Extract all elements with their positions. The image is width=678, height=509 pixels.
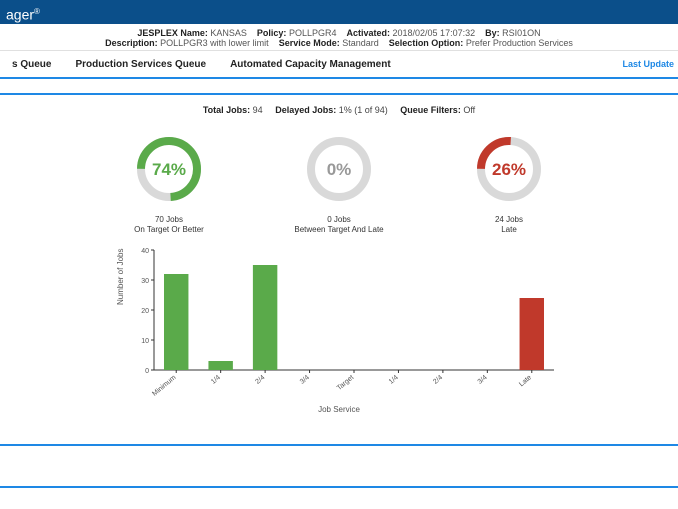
svg-text:3/4: 3/4 xyxy=(299,374,311,386)
stats-summary: Total Jobs: 94 Delayed Jobs: 1% (1 of 94… xyxy=(0,95,678,121)
svg-text:20: 20 xyxy=(141,308,149,315)
svg-text:30: 30 xyxy=(141,278,149,285)
tab-production-services-queue[interactable]: Production Services Queue xyxy=(63,59,218,70)
svg-text:10: 10 xyxy=(141,338,149,345)
svg-text:2/4: 2/4 xyxy=(432,374,444,386)
svg-text:26%: 26% xyxy=(492,160,526,179)
tab-automated-capacity-management[interactable]: Automated Capacity Management xyxy=(218,59,403,70)
svg-text:Target: Target xyxy=(336,374,355,392)
section-divider-1 xyxy=(0,79,678,95)
last-update-link[interactable]: Last Update xyxy=(622,59,674,69)
svg-text:0: 0 xyxy=(145,368,149,375)
gauges-row: 74% 70 JobsOn Target Or Better 0% 0 Jobs… xyxy=(0,121,678,240)
gauge-late: 26% 24 JobsLate xyxy=(454,129,564,236)
gauge-on-target: 74% 70 JobsOn Target Or Better xyxy=(114,129,224,236)
footer-dividers xyxy=(0,426,678,488)
svg-text:Late: Late xyxy=(518,374,533,388)
meta-row-1: JESPLEX Name: KANSAS Policy: POLLPGR4 Ac… xyxy=(0,28,678,38)
svg-text:1/4: 1/4 xyxy=(388,374,400,386)
policy-meta: JESPLEX Name: KANSAS Policy: POLLPGR4 Ac… xyxy=(0,24,678,50)
svg-text:2/4: 2/4 xyxy=(254,374,266,386)
svg-text:Minimum: Minimum xyxy=(151,374,177,398)
chart-y-axis-label: Number of Jobs xyxy=(116,248,125,304)
svg-text:3/4: 3/4 xyxy=(477,374,489,386)
svg-text:0%: 0% xyxy=(327,160,352,179)
gauge-between: 0% 0 JobsBetween Target And Late xyxy=(284,129,394,236)
tab-queue-partial[interactable]: s Queue xyxy=(0,59,63,70)
chart-x-axis-label: Job Service xyxy=(124,405,554,414)
svg-text:74%: 74% xyxy=(152,160,186,179)
svg-text:40: 40 xyxy=(141,248,149,255)
tabs-bar: s Queue Production Services Queue Automa… xyxy=(0,50,678,79)
job-service-chart: Number of Jobs 010203040Minimum1/42/43/4… xyxy=(124,250,554,420)
app-title-fragment: ager xyxy=(6,7,34,23)
app-title-bar: ager® xyxy=(0,0,678,24)
svg-text:1/4: 1/4 xyxy=(210,374,222,386)
meta-row-2: Description: POLLPGR3 with lower limit S… xyxy=(0,38,678,48)
